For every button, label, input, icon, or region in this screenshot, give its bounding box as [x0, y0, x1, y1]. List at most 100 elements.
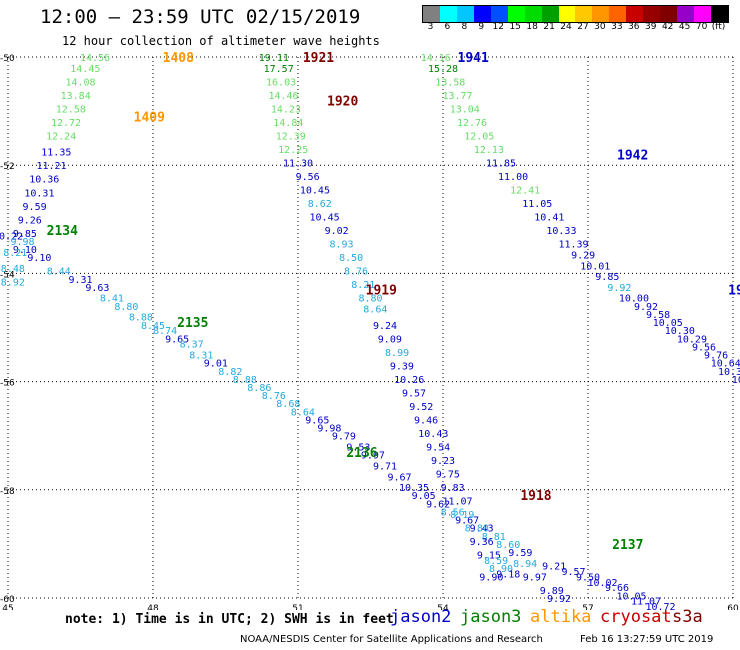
color-swatch [660, 6, 678, 22]
data-point-label: 13.84 [61, 91, 91, 102]
color-scale-label: 33 [611, 22, 623, 32]
data-point-label: 9.53 [346, 443, 370, 454]
track-label: 2136 [346, 446, 377, 461]
data-point-label: 9.56 [296, 172, 320, 183]
color-scale-label: 36 [628, 22, 640, 32]
data-point-label: 8.45 [141, 321, 165, 332]
data-point-label: 15.28 [428, 64, 458, 75]
data-point-label: 9.83 [441, 483, 465, 494]
color-scale-label: 42 [661, 22, 674, 32]
y-tick-label: -56 [0, 379, 15, 389]
data-point-label: 9.58 [646, 310, 670, 321]
track-label: 1941 [458, 51, 489, 66]
data-point-label: 8.41 [100, 294, 124, 305]
data-point-label: 14.16 [421, 53, 451, 64]
x-tick-label: 57 [582, 604, 593, 610]
data-point-label: 11.07 [442, 497, 472, 508]
data-point-label: 12.24 [46, 131, 76, 142]
data-point-label: 12.58 [56, 104, 86, 115]
track-label: 2135 [177, 316, 208, 331]
data-point-label: 13.77 [442, 91, 472, 102]
data-point-label: 12.05 [464, 131, 494, 142]
data-point-label: 12.76 [457, 118, 487, 129]
data-point-label: 8.64 [363, 305, 387, 316]
data-point-label: 9.59 [23, 202, 47, 213]
track-label: 1921 [303, 51, 334, 66]
data-point-label: 10.43 [418, 429, 448, 440]
data-point-label: 8.90 [489, 564, 513, 575]
data-point-label: 10.01 [580, 261, 610, 272]
data-point-label: 9.39 [390, 361, 414, 372]
data-point-label: 12.41 [510, 186, 540, 197]
data-point-label: 12.39 [276, 131, 306, 142]
legend-item-s3a: s3a [672, 607, 703, 627]
data-point-label: 8.31 [189, 351, 213, 362]
data-point-label: 8.82 [218, 367, 242, 378]
x-tick-label: 48 [147, 604, 159, 610]
data-point-label: 9.92 [607, 283, 631, 294]
track-label: 1919 [366, 284, 397, 299]
data-point-label: 14.56 [80, 53, 110, 64]
legend-item-cryosat: cryosat [600, 607, 672, 627]
data-point-label: 8.86 [247, 383, 271, 394]
color-swatch [710, 6, 728, 22]
data-point-label: 11.39 [558, 240, 588, 251]
color-swatch [439, 6, 457, 22]
data-point-label: 9.56 [692, 342, 716, 353]
data-point-label: 13.04 [450, 104, 480, 115]
color-scale-label: 24 [560, 22, 572, 32]
color-swatch [456, 6, 474, 22]
data-point-label: 9.15 [477, 551, 501, 562]
data-point-label: 9.62 [426, 499, 450, 510]
data-point-label: 9.02 [325, 226, 349, 237]
footer-credit: NOAA/NESDIS Center for Satellite Applica… [240, 634, 543, 645]
data-point-label: 9.10 [27, 253, 51, 264]
data-point-label: 8.59 [484, 556, 508, 567]
legend-item-altika: altika [530, 607, 592, 627]
track-label: 1409 [134, 111, 165, 126]
legend-item-jason3: jason3 [460, 607, 522, 627]
data-point-label: 9.57 [402, 388, 426, 399]
color-swatch [490, 6, 508, 22]
data-point-label: 8.88 [129, 313, 153, 324]
data-point-label: 10.22 [0, 232, 23, 243]
track-label: 19 [728, 284, 740, 299]
data-point-label: 8.93 [329, 240, 353, 251]
color-scale-label: (ft) [711, 22, 726, 32]
track-label: 1942 [617, 148, 648, 163]
color-swatch [558, 6, 576, 22]
y-tick-label: -52 [0, 162, 15, 172]
color-scale-label: 6 [444, 22, 451, 32]
data-point-label: 8.92 [1, 278, 25, 289]
data-point-label: 10.02 [587, 578, 617, 589]
data-point-label: 9.98 [10, 237, 34, 248]
data-point-label: 8.48 [1, 264, 25, 275]
track-label: 1408 [163, 51, 194, 66]
data-point-label: 10.45 [300, 186, 330, 197]
data-point-label: 8.37 [180, 340, 204, 351]
data-point-label: 11.21 [36, 161, 66, 172]
data-point-label: 11.07 [631, 597, 661, 608]
data-point-label: 9.57 [561, 567, 585, 578]
color-scale-label: 3 [427, 22, 434, 32]
data-point-label: 8.76 [344, 267, 368, 278]
data-point-label: 9.89 [540, 586, 564, 597]
data-point-label: 8.60 [496, 540, 520, 551]
data-point-label: 9.21 [542, 562, 566, 573]
data-point-label: 10.29 [677, 334, 707, 345]
data-point-label: 11.05 [522, 199, 552, 210]
data-point-label: 9.90 [479, 572, 503, 583]
data-point-label: 11.00 [498, 172, 528, 183]
data-point-label: 9.85 [595, 272, 619, 283]
data-point-label: 14.23 [271, 104, 301, 115]
data-point-label: 14.45 [70, 64, 100, 75]
color-scale-label: 45 [678, 22, 691, 32]
data-point-label: 9.18 [496, 570, 520, 581]
data-point-label: 9.66 [605, 583, 629, 594]
data-point-label: 9.67 [387, 472, 411, 483]
data-point-label: 8.80 [358, 294, 382, 305]
legend-item-jason2: jason2 [390, 607, 452, 627]
data-point-label: 8.74 [153, 326, 177, 337]
data-point-label: 8.21 [351, 280, 375, 291]
data-point-label: 11.85 [486, 158, 516, 169]
